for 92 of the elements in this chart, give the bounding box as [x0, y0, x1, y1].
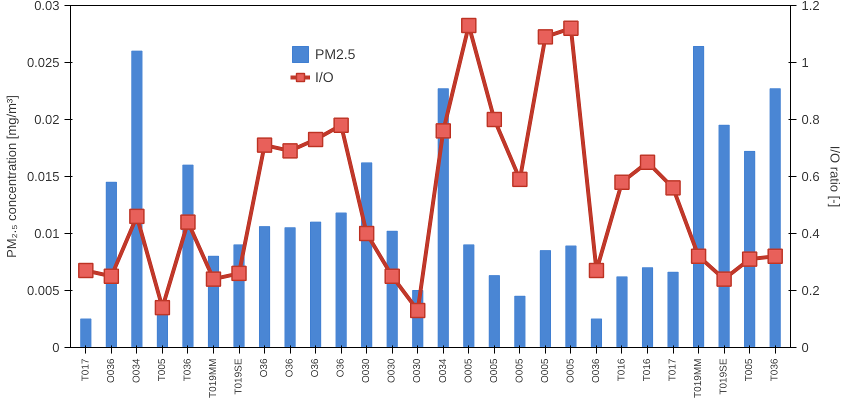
x-tick-label: T016 — [642, 358, 654, 382]
x-tick-label: O36 — [310, 358, 322, 378]
point — [410, 302, 426, 318]
bar — [310, 222, 322, 348]
bar — [336, 212, 347, 348]
y-tick-label: 0 — [52, 340, 60, 355]
y2-tick-label: 0.4 — [802, 226, 820, 241]
bar — [642, 267, 654, 348]
bar — [80, 318, 92, 348]
bar — [590, 318, 602, 348]
bar — [540, 250, 551, 348]
point — [308, 132, 324, 148]
point — [256, 137, 272, 153]
y2-tick-label: 0 — [802, 340, 809, 355]
y2-tick-label: 1.2 — [802, 0, 820, 13]
point — [206, 271, 222, 287]
point — [180, 214, 196, 230]
x-tick-label: T036 — [182, 358, 194, 382]
x-tick-label: T036 — [770, 358, 781, 382]
x-tick-label: T005 — [156, 358, 168, 382]
x-tick-label: O005 — [463, 358, 474, 383]
point — [436, 123, 452, 139]
point — [282, 143, 298, 159]
point — [129, 208, 145, 224]
bar — [488, 275, 500, 348]
y-tick-label: 0.03 — [34, 0, 60, 13]
y2-tick-label: 0.6 — [802, 169, 820, 184]
x-tick-label: O036 — [106, 358, 117, 383]
y2-axis-title: I/O ratio [-] — [828, 146, 843, 208]
x-tick-label: T017 — [80, 358, 92, 382]
bar — [770, 88, 781, 348]
bar — [514, 296, 526, 348]
y-tick-label: 0.025 — [26, 55, 60, 70]
point — [614, 174, 630, 190]
point — [78, 262, 94, 278]
point — [231, 266, 247, 282]
x-tick-label: T005 — [744, 358, 756, 382]
x-tick-label: O034 — [131, 358, 142, 383]
bar — [667, 272, 679, 348]
legend-label: I/O — [315, 69, 335, 85]
x-tick-label: O005 — [514, 358, 526, 383]
x-tick-label: T016 — [616, 358, 628, 382]
x-tick-label: T019SE — [234, 358, 245, 395]
x-tick-label: O36 — [284, 358, 296, 378]
x-tick-label: O005 — [540, 358, 551, 383]
x-tick-label: T019MM — [693, 358, 704, 398]
point — [154, 300, 170, 316]
point — [333, 117, 349, 133]
point — [588, 262, 604, 278]
x-tick-label: T019MM — [208, 358, 219, 398]
point — [716, 271, 732, 287]
y2-tick-label: 0.8 — [802, 112, 820, 127]
point — [665, 180, 681, 196]
point — [563, 20, 579, 36]
x-tick-label: O005 — [488, 358, 500, 383]
legend-label: PM2.5 — [315, 46, 356, 62]
point — [742, 251, 758, 267]
bar — [284, 227, 296, 348]
x-tick-label: O36 — [336, 358, 347, 378]
x-tick-label: O36 — [259, 358, 270, 378]
point — [538, 29, 554, 45]
point — [690, 248, 706, 264]
y2-tick-label: 0.2 — [802, 283, 820, 298]
point — [640, 154, 656, 170]
y-tick-label: 0.02 — [34, 112, 60, 127]
y-tick-label: 0.01 — [34, 226, 60, 241]
point — [486, 112, 502, 128]
point — [512, 172, 528, 188]
y2-tick-label: 1 — [802, 55, 809, 70]
x-tick-label: O036 — [590, 358, 602, 383]
x-tick-label: T019SE — [718, 358, 730, 395]
bar — [258, 226, 270, 348]
x-tick-label: T017 — [668, 358, 679, 382]
x-tick-label: O030 — [361, 358, 372, 383]
bar — [616, 276, 628, 348]
x-tick-label: O005 — [565, 358, 576, 383]
x-tick-label: O030 — [412, 358, 424, 383]
point — [104, 268, 120, 284]
bar — [692, 46, 704, 348]
bar — [463, 244, 474, 348]
y-axis-title: PM₂.₅ concentration [mg/m³] — [4, 95, 19, 258]
point — [384, 268, 400, 284]
y-tick-label: 0.015 — [26, 169, 60, 184]
x-tick-label: O030 — [386, 358, 398, 383]
bar — [565, 246, 577, 348]
bar — [131, 50, 142, 348]
point — [461, 18, 477, 34]
point — [767, 248, 783, 264]
point — [358, 226, 374, 242]
y-tick-label: 0.005 — [26, 283, 60, 298]
x-tick-label: O034 — [438, 358, 449, 383]
bar — [718, 124, 730, 348]
